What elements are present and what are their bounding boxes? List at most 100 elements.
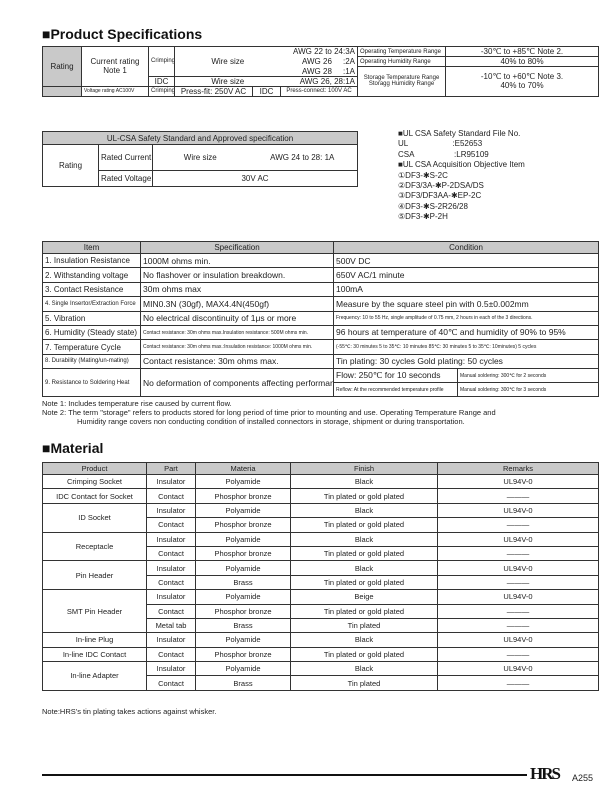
awg-22-24: AWG 22 to 24:3A [280,46,358,57]
cell-finish: Black [290,531,438,547]
cell-part: Insulator [146,473,196,490]
row9-reflow: Reflow: At the recommended temperature p… [333,382,458,398]
cell-part: Contact [146,517,196,533]
cell-remarks: ——— [437,517,599,533]
cell-finish: Tin plated or gold plated [290,646,438,663]
cell-product: Crimping Socket [42,473,147,490]
ulcsa-table: UL-CSA Safety Standard and Approved spec… [41,131,359,187]
wire-size-label: Wire size [173,46,281,77]
storage-labels: Storage Temperature Range Storagg Humidit… [357,66,447,97]
idc-wire-size: Wire size [173,75,281,87]
table-row: SMT Pin Header Insulator Polyamide Beige UL9… [42,589,599,634]
material-table: Product Part Materia Finish Remarks Crim… [42,462,599,691]
op-temp-label: Operating Temperature Range [357,46,447,57]
ul-info-line: ③DF3/DF3AA-✱EP-2C [398,191,482,201]
cell-finish: Black [290,560,438,576]
footer-rule [42,774,527,776]
table-row: In-line IDC Contact Contact Phosphor bronz… [42,646,599,663]
cell-finish: Tin plated [290,675,438,691]
note-2-cont: Humidity range covers non conducting con… [77,417,465,426]
header-remarks: Remarks [437,462,599,475]
note-2: Note 2: The term "storage" refers to pro… [42,408,496,417]
cell-remarks: ——— [437,603,599,619]
cell-spec: Contact resistance: 30m ohms max.Insulat… [140,324,334,341]
ul-info-line: CSA :LR95109 [398,149,489,159]
cell-spec: No flashover or insulation breakdown. [140,267,334,283]
ulcsa-rating: Rating [42,144,99,187]
rating-table: Rating Current rating Note 1 Crimping Wir… [42,46,600,97]
cell-materia: Polyamide [195,560,291,576]
table-row: Contact Brass Tin plated ——— [43,675,599,691]
cell-part: Contact [146,574,196,591]
material-note: Note:HRS's tin plating takes actions aga… [42,707,217,716]
press-fit: Press-fit: 250V AC [174,85,253,97]
cell-materia: Phosphor bronze [195,545,291,562]
cell-item: 3. Contact Resistance [42,281,141,298]
press-connect: Press-connect: 100V AC [280,85,359,97]
cell-remarks: ——— [437,574,599,591]
header-materia: Materia [195,462,291,475]
cell-finish: Tin plated or gold plated [290,574,438,591]
ulcsa-voltage: 30V AC [151,170,359,187]
cell-item: 1. Insulation Resistance [42,252,141,269]
cell-finish: Beige [290,589,438,605]
cell-product: SMT Pin Header [42,589,147,634]
cell-part: Insulator [146,661,196,677]
table-row: 8. Durability (Mating/un-mating) Contact … [42,353,599,370]
cell-spec: 30m ohms max [140,281,334,298]
cell-remarks: ——— [437,545,599,562]
cell-materia: Phosphor bronze [195,488,291,504]
cell-product: In-line IDC Contact [42,646,147,663]
cell-materia: Brass [195,574,291,591]
cell-materia: Brass [195,675,291,691]
table-row: Receptacle Insulator Polyamide Black UL94V-0 [42,531,599,562]
table-row: 4. Single Insertor/Extraction Force MIN0.… [42,296,599,312]
cell-item: 7. Temperature Cycle [42,339,141,355]
cell-remarks: ——— [437,675,599,691]
idc-label: IDC [148,75,175,87]
op-humidity-value: 40% to 80% [445,56,600,67]
ulcsa-wire-size: Wire size [152,144,248,171]
row9-spec: No deformation of components affecting p… [140,368,334,398]
voltage-crimping: Crimping [148,85,175,97]
cell-part: Metal tab [146,617,196,634]
cell-finish: Black [290,632,438,648]
table-row: 5. Vibration No electrical discontinuity … [42,310,599,326]
cell-remarks: UL94V-0 [437,560,599,576]
header-specification: Specification [140,241,334,254]
table-row: Contact Brass Tin plated or gold plated ——— [43,574,599,591]
cell-remarks: ——— [437,617,599,634]
cell-cond: Frequency: 10 to 55 Hz, single amplitude… [333,310,599,326]
rating-label: Rating [42,46,82,87]
row9-manual1: Manual soldering: 300℃ for 2 seconds [457,368,599,384]
hrs-logo: HRS [530,764,561,783]
cell-finish: Black [290,661,438,677]
cell-part: Contact [146,488,196,504]
cell-product: ID Socket [42,502,147,533]
cell-materia: Brass [195,617,291,634]
cell-materia: Polyamide [195,473,291,490]
cell-finish: Tin plated or gold plated [290,603,438,619]
table-row: Pin Header Insulator Polyamide Black UL94V-0 [42,560,599,591]
cell-part: Insulator [146,560,196,576]
cell-product: Receptacle [42,531,147,562]
header-finish: Finish [290,462,438,475]
cell-materia: Phosphor bronze [195,517,291,533]
cell-materia: Polyamide [195,531,291,547]
cell-cond: Measure by the square steel pin with 0.5… [333,296,599,312]
row9-manual2: Manual soldering: 300℃ for 3 seconds [457,382,599,398]
row9-flow: Flow: 250℃ for 10 seconds [333,368,458,384]
header-product: Product [42,462,147,475]
ul-info-line: ④DF3-✱S-2R26/28 [398,201,468,211]
row9-item: 9. Resistance to Soldering Heat [42,368,141,398]
op-temp-value: -30℃ to +85℃ Note 2. [445,46,600,57]
table-row: 6. Humidity (Steady state) Contact resist… [42,324,599,341]
table-row: 2. Withstanding voltage No flashover or i… [42,267,599,283]
cell-product: Pin Header [42,560,147,591]
table-row: Crimping Socket Insulator Polyamide Black UL… [42,473,599,490]
cell-remarks: UL94V-0 [437,589,599,605]
table-row: IDC Contact for Socket Contact Phosphor br… [42,488,599,504]
note-1: Note 1: Includes temperature rise caused… [42,399,232,408]
cell-remarks: UL94V-0 [437,502,599,519]
cell-remarks: ——— [437,488,599,504]
